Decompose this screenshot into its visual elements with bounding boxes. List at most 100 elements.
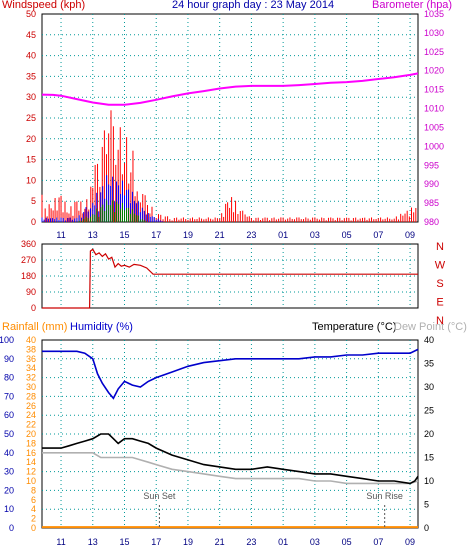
direction-y-tick-label: 270	[21, 255, 36, 265]
rainfall-y-tick-label: 32	[26, 373, 36, 383]
humidity-y-tick-label: 50	[4, 429, 14, 439]
wind-x-tick-label: 03	[310, 230, 320, 240]
temperature-y-tick-label: 10	[424, 476, 434, 486]
windspeed-y-tick-label: 35	[26, 71, 36, 81]
windspeed-y-tick-label: 25	[26, 113, 36, 123]
rainfall-y-tick-label: 14	[26, 457, 36, 467]
humidity-y-tick-label: 60	[4, 410, 14, 420]
compass-direction-label: E	[436, 297, 443, 309]
wind-x-tick-label: 13	[88, 230, 98, 240]
rainfall-axis-title: Rainfall (mm)	[2, 321, 68, 333]
temperature-y-tick-label: 15	[424, 453, 434, 463]
barometer-y-tick-label: 1005	[424, 122, 444, 132]
direction-y-tick-label: 90	[26, 287, 36, 297]
rainfall-y-tick-label: 22	[26, 420, 36, 430]
wind-direction-line	[42, 248, 418, 309]
rainfall-y-tick-label: 26	[26, 401, 36, 411]
compass-direction-label: W	[435, 260, 446, 272]
temperature-x-tick-label: 21	[215, 537, 225, 547]
barometer-y-tick-label: 1035	[424, 9, 444, 19]
temperature-x-tick-label: 01	[278, 537, 288, 547]
windspeed-axis-title: Windspeed (kph)	[2, 0, 86, 11]
compass-direction-label: S	[436, 278, 443, 290]
wind-x-tick-label: 23	[246, 230, 256, 240]
humidity-y-tick-label: 70	[4, 391, 14, 401]
chart-title: 24 hour graph day : 23 May 2014	[172, 0, 335, 11]
wind-x-tick-label: 17	[151, 230, 161, 240]
sun-rise-label: Sun Rise	[366, 491, 403, 501]
sun-set-label: Sun Set	[143, 491, 176, 501]
windspeed-y-tick-label: 45	[26, 30, 36, 40]
windspeed-y-tick-label: 20	[26, 134, 36, 144]
temperature-axis-title: Temperature (°C)	[312, 321, 397, 333]
temperature-x-tick-label: 05	[342, 537, 352, 547]
barometer-y-tick-label: 1015	[424, 85, 444, 95]
windspeed-y-tick-label: 5	[31, 196, 36, 206]
humidity-axis-title: Humidity (%)	[70, 321, 133, 333]
windspeed-y-tick-label: 15	[26, 155, 36, 165]
wind-x-tick-label: 09	[405, 230, 415, 240]
wind-x-tick-label: 19	[183, 230, 193, 240]
barometer-y-tick-label: 980	[424, 217, 439, 227]
barometer-y-tick-label: 1025	[424, 47, 444, 57]
humidity-y-tick-label: 20	[4, 485, 14, 495]
rainfall-y-tick-label: 4	[31, 504, 36, 514]
wind-x-tick-label: 11	[56, 230, 65, 240]
windspeed-y-tick-label: 50	[26, 9, 36, 19]
barometer-y-tick-label: 1030	[424, 28, 444, 38]
rainfall-y-tick-label: 8	[31, 485, 36, 495]
temperature-x-tick-label: 03	[310, 537, 320, 547]
temperature-line	[42, 433, 419, 485]
humidity-y-tick-label: 0	[9, 523, 14, 533]
windspeed-y-tick-label: 40	[26, 51, 36, 61]
rainfall-y-tick-label: 40	[26, 335, 36, 345]
barometer-y-tick-label: 985	[424, 198, 439, 208]
rainfall-y-tick-label: 34	[26, 363, 36, 373]
dew-point-line	[42, 451, 419, 485]
humidity-y-tick-label: 90	[4, 354, 14, 364]
barometer-y-tick-label: 990	[424, 179, 439, 189]
rainfall-y-tick-label: 18	[26, 438, 36, 448]
rainfall-y-tick-label: 10	[26, 476, 36, 486]
windspeed-y-tick-label: 30	[26, 92, 36, 102]
temperature-x-tick-label: 13	[88, 537, 98, 547]
humidity-y-tick-label: 100	[0, 335, 14, 345]
rainfall-y-tick-label: 24	[26, 410, 36, 420]
temperature-y-tick-label: 0	[424, 523, 429, 533]
wind-x-tick-label: 05	[342, 230, 352, 240]
rainfall-y-tick-label: 38	[26, 344, 36, 354]
rainfall-y-tick-label: 2	[31, 514, 36, 524]
direction-y-tick-label: 0	[31, 303, 36, 313]
temperature-x-tick-label: 07	[373, 537, 383, 547]
temperature-y-tick-label: 5	[424, 500, 429, 510]
temperature-x-tick-label: 17	[151, 537, 161, 547]
temperature-y-tick-label: 40	[424, 335, 434, 345]
wind-x-tick-label: 15	[119, 230, 129, 240]
humidity-y-tick-label: 40	[4, 448, 14, 458]
rainfall-y-tick-label: 16	[26, 448, 36, 458]
direction-y-tick-label: 360	[21, 239, 36, 249]
temperature-y-tick-label: 20	[424, 429, 434, 439]
rainfall-y-tick-label: 20	[26, 429, 36, 439]
rainfall-y-tick-label: 12	[26, 467, 36, 477]
temperature-y-tick-label: 30	[424, 382, 434, 392]
dew-point-axis-title: Dew Point (°C)	[394, 321, 467, 333]
barometer-y-tick-label: 1020	[424, 66, 444, 76]
humidity-y-tick-label: 80	[4, 373, 14, 383]
rainfall-y-tick-label: 30	[26, 382, 36, 392]
barometer-y-tick-label: 1000	[424, 141, 444, 151]
temperature-y-tick-label: 35	[424, 359, 434, 369]
wind-x-tick-label: 01	[278, 230, 288, 240]
windspeed-y-tick-label: 10	[26, 175, 36, 185]
temperature-x-tick-label: 09	[405, 537, 415, 547]
rainfall-y-tick-label: 36	[26, 354, 36, 364]
temperature-x-tick-label: 19	[183, 537, 193, 547]
temperature-x-tick-label: 15	[119, 537, 129, 547]
direction-y-tick-label: 180	[21, 271, 36, 281]
humidity-y-tick-label: 10	[4, 504, 14, 514]
compass-direction-label: N	[436, 241, 444, 253]
barometer-y-tick-label: 1010	[424, 104, 444, 114]
temperature-y-tick-label: 25	[424, 406, 434, 416]
